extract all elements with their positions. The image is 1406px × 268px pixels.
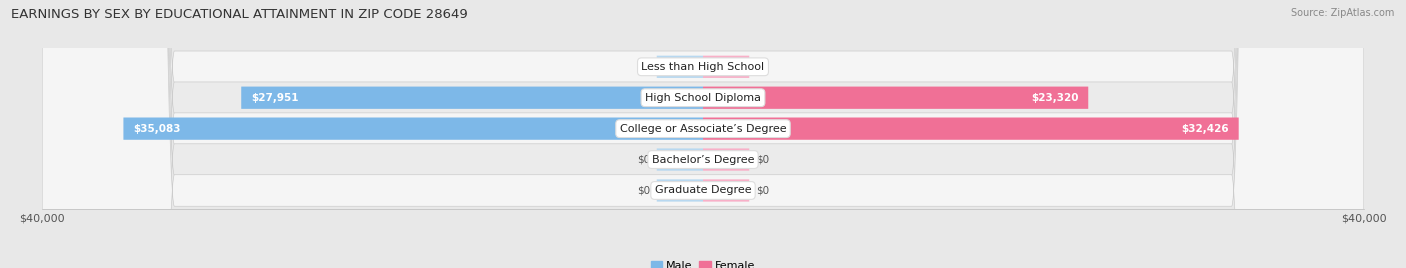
FancyBboxPatch shape: [703, 56, 749, 78]
Text: $35,083: $35,083: [134, 124, 181, 134]
Legend: Male, Female: Male, Female: [647, 256, 759, 268]
Text: $0: $0: [637, 185, 650, 195]
Text: $27,951: $27,951: [252, 93, 298, 103]
FancyBboxPatch shape: [657, 148, 703, 171]
FancyBboxPatch shape: [42, 0, 1364, 268]
FancyBboxPatch shape: [42, 0, 1364, 268]
FancyBboxPatch shape: [124, 117, 703, 140]
Text: $0: $0: [637, 62, 650, 72]
FancyBboxPatch shape: [703, 87, 1088, 109]
FancyBboxPatch shape: [242, 87, 703, 109]
FancyBboxPatch shape: [42, 0, 1364, 268]
Text: Source: ZipAtlas.com: Source: ZipAtlas.com: [1291, 8, 1395, 18]
Text: College or Associate’s Degree: College or Associate’s Degree: [620, 124, 786, 134]
FancyBboxPatch shape: [703, 117, 1239, 140]
Text: Graduate Degree: Graduate Degree: [655, 185, 751, 195]
Text: High School Diploma: High School Diploma: [645, 93, 761, 103]
Text: Less than High School: Less than High School: [641, 62, 765, 72]
Text: EARNINGS BY SEX BY EDUCATIONAL ATTAINMENT IN ZIP CODE 28649: EARNINGS BY SEX BY EDUCATIONAL ATTAINMEN…: [11, 8, 468, 21]
Text: $32,426: $32,426: [1181, 124, 1229, 134]
Text: $23,320: $23,320: [1031, 93, 1078, 103]
Text: $0: $0: [756, 155, 769, 165]
FancyBboxPatch shape: [657, 179, 703, 202]
Text: $0: $0: [637, 155, 650, 165]
FancyBboxPatch shape: [703, 148, 749, 171]
Text: $0: $0: [756, 185, 769, 195]
FancyBboxPatch shape: [657, 56, 703, 78]
FancyBboxPatch shape: [42, 0, 1364, 268]
FancyBboxPatch shape: [42, 0, 1364, 268]
Text: $0: $0: [756, 62, 769, 72]
Text: Bachelor’s Degree: Bachelor’s Degree: [652, 155, 754, 165]
FancyBboxPatch shape: [703, 179, 749, 202]
